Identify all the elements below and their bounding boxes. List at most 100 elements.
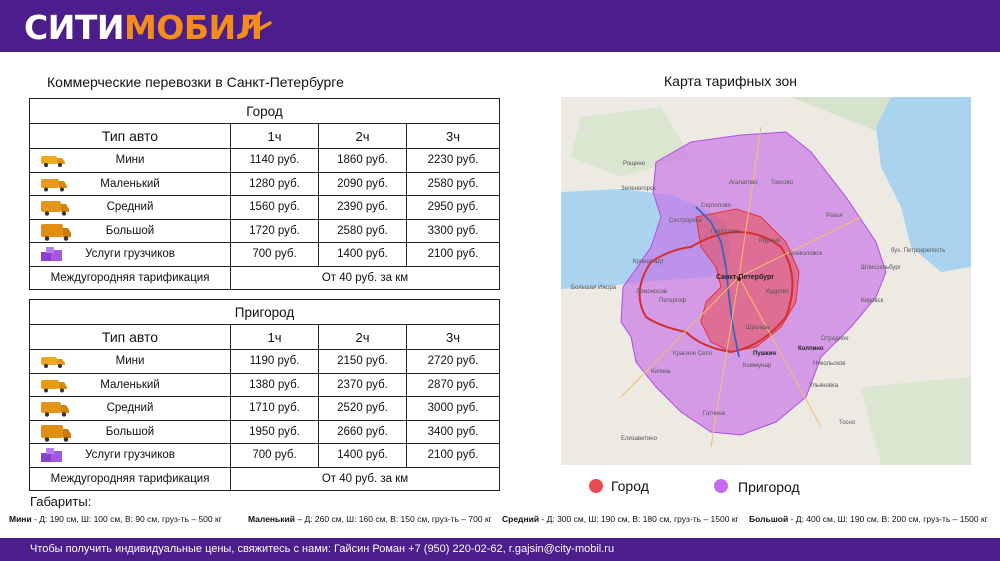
map-label: Кировск (861, 298, 884, 304)
map-label: Коммунар (743, 363, 772, 369)
table-row: Большой 1950 руб. 2660 руб. 3400 руб. (29, 419, 501, 444)
map-label: Шлиссельбург (861, 265, 902, 271)
logo-text-white: СИТИ (24, 7, 124, 47)
price-cell: 2390 руб. (318, 195, 407, 220)
price-cell: 1280 руб. (230, 171, 319, 196)
map-label: Сертолово (701, 203, 732, 209)
price-cell: 2660 руб. (318, 419, 407, 444)
dimension-item: Большой - Д: 400 см, Ш: 190 см, В: 200 с… (749, 514, 988, 524)
van-icon (41, 156, 65, 167)
price-cell: 2870 руб. (405, 372, 501, 397)
row-label: Мини (115, 154, 145, 167)
col-header-1h: 1ч (230, 324, 319, 350)
van-icon (41, 379, 67, 392)
price-cell: 2230 руб. (405, 148, 501, 173)
price-cell: 3300 руб. (405, 218, 501, 243)
price-cell: 1560 руб. (230, 195, 319, 220)
row-label: Большой (105, 224, 155, 237)
map-label: Сестрорецк (669, 218, 702, 224)
tariff-zone-map[interactable]: Санкт-Петербург Зеленогорск Сестрорецк К… (561, 97, 971, 465)
van-icon (41, 402, 69, 417)
price-cell: 2580 руб. (318, 218, 407, 243)
row-label: Средний (106, 201, 154, 214)
map-label: Никольское (813, 361, 846, 367)
price-cell: 1400 руб. (318, 242, 407, 267)
map-label: Отрадное (821, 336, 849, 342)
legend-suburb-label: Пригород (738, 479, 800, 495)
price-cell: 2370 руб. (318, 372, 407, 397)
map-label: Большая Ижора (571, 285, 617, 291)
intercity-value: От 40 руб. за км (229, 466, 501, 491)
map-label: Ломоносов (636, 289, 667, 295)
map-label: Гатчина (703, 411, 726, 417)
boxes-icon (41, 247, 62, 261)
footer-contact-text: Чтобы получить индивидуальные цены, свяж… (30, 543, 615, 555)
row-label: Большой (105, 425, 155, 438)
dimension-item: Средний - Д: 300 см, Ш: 190 см, В: 180 с… (502, 514, 739, 524)
zone-title-city: Город (28, 98, 501, 124)
truck-icon (41, 424, 71, 442)
price-cell: 2150 руб. (318, 349, 407, 374)
map-label: Всеволожск (789, 251, 823, 257)
boxes-icon (41, 448, 62, 462)
price-cell: 700 руб. (230, 443, 319, 468)
map-label-spb: Санкт-Петербург (716, 273, 774, 281)
legend-city-dot (589, 479, 603, 493)
map-label: Агалатово (729, 180, 758, 186)
price-cell: 2100 руб. (405, 443, 501, 468)
price-cell: 2950 руб. (405, 195, 501, 220)
intercity-label: Междугородняя тарификация (29, 265, 231, 290)
row-label: Средний (106, 402, 154, 415)
dimension-item: Маленький – Д: 260 см, Ш: 160 см, В: 150… (248, 514, 492, 524)
legend-city-label: Город (611, 478, 649, 494)
table-row: Маленький 1380 руб. 2370 руб. 2870 руб. (29, 372, 501, 397)
row-label: Услуги грузчиков (85, 449, 175, 462)
logo[interactable]: СИТИ МОБИЛ (24, 7, 272, 47)
logo-spark-icon (242, 11, 272, 33)
van-icon (41, 178, 67, 191)
map-label: Мурино (759, 238, 781, 244)
intercity-value: От 40 руб. за км (229, 265, 501, 290)
table-row: Маленький 1280 руб. 2090 руб. 2580 руб. (29, 171, 501, 196)
row-label: Маленький (100, 177, 160, 190)
table-row: Услуги грузчиков 700 руб. 1400 руб. 2100… (29, 242, 501, 267)
price-cell: 1140 руб. (230, 148, 319, 173)
price-cell: 2720 руб. (405, 349, 501, 374)
price-cell: 1860 руб. (318, 148, 407, 173)
price-cell: 2100 руб. (405, 242, 501, 267)
van-icon (41, 201, 69, 216)
price-cell: 2090 руб. (318, 171, 407, 196)
table-row-intercity: Междугородняя тарификация От 40 руб. за … (29, 265, 501, 290)
col-header-3h: 3ч (405, 123, 501, 149)
price-cell: 3000 руб. (405, 396, 501, 421)
price-cell: 1400 руб. (318, 443, 407, 468)
map-label: Тосно (839, 420, 856, 426)
map-label: Шушары (746, 325, 770, 331)
zone-title-suburb: Пригород (28, 299, 501, 325)
row-label: Маленький (100, 378, 160, 391)
col-header-type: Тип авто (29, 123, 231, 149)
table-row: Средний 1560 руб. 2390 руб. 2950 руб. (29, 195, 501, 220)
suburb-tariff-table: Пригород Тип авто 1ч 2ч 3ч Мини 1190 руб… (28, 299, 501, 491)
table-row: Услуги грузчиков 700 руб. 1400 руб. 2100… (29, 443, 501, 468)
row-label: Услуги грузчиков (85, 248, 175, 261)
price-cell: 1950 руб. (230, 419, 319, 444)
city-tariff-table: Город Тип авто 1ч 2ч 3ч Мини 1140 руб. 1… (28, 98, 501, 290)
page-title: Коммерческие перевозки в Санкт-Петербург… (47, 74, 344, 90)
map-label: Рощино (623, 161, 646, 167)
price-cell: 1710 руб. (230, 396, 319, 421)
map-label: бух. Петрокрепость (891, 248, 945, 254)
logo-text-orange: МОБИЛ (123, 7, 263, 47)
truck-icon (41, 223, 71, 241)
table-row: Мини 1140 руб. 1860 руб. 2230 руб. (29, 148, 501, 173)
map-label: Кудрово (766, 289, 790, 295)
table-row: Средний 1710 руб. 2520 руб. 3000 руб. (29, 396, 501, 421)
col-header-type: Тип авто (29, 324, 231, 350)
van-icon (41, 357, 65, 368)
price-cell: 1720 руб. (230, 218, 319, 243)
table-row: Большой 1720 руб. 2580 руб. 3300 руб. (29, 218, 501, 243)
map-label: Рахья (826, 213, 843, 219)
price-cell: 1380 руб. (230, 372, 319, 397)
col-header-1h: 1ч (230, 123, 319, 149)
map-label: Красное Село (673, 351, 713, 357)
